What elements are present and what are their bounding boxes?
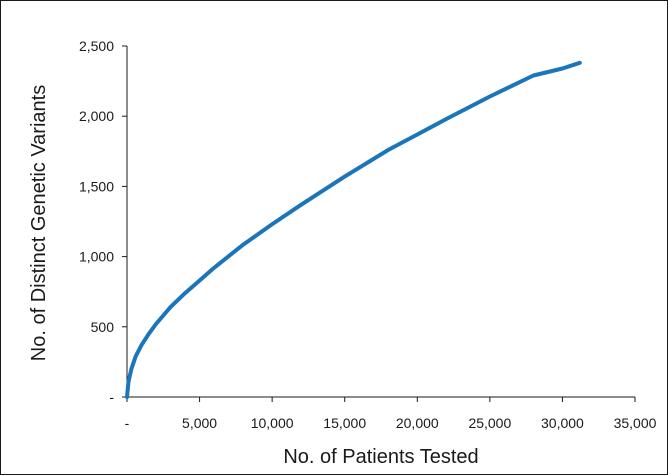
axes [126,46,635,398]
y-tick-label: 1,500 [79,178,114,194]
series-line [125,60,582,399]
x-axis-ticks: - 5,000 10,000 15,000 20,000 25,000 30,000 35,0… [125,397,657,431]
y-tick-label: 2,500 [79,38,114,54]
y-tick-label: 1,000 [79,249,114,265]
y-tick-label: 2,000 [79,108,114,124]
x-tick-label: 20,000 [396,415,439,431]
x-tick-label: 15,000 [323,415,366,431]
x-tick-label: - [125,415,130,431]
y-tick-label: 500 [91,319,115,335]
x-tick-label: 35,000 [614,415,657,431]
y-axis-title: No. of Distinct Genetic Variants [28,85,50,361]
x-tick-label: 10,000 [251,415,294,431]
y-axis-ticks: - 500 1,000 1,500 2,000 2,500 [79,38,127,405]
x-tick-label: 30,000 [541,415,584,431]
series-layer [125,60,582,399]
x-axis-title: No. of Patients Tested [283,446,478,468]
y-tick-label: - [109,389,114,405]
x-tick-label: 25,000 [468,415,511,431]
x-tick-label: 5,000 [182,415,217,431]
